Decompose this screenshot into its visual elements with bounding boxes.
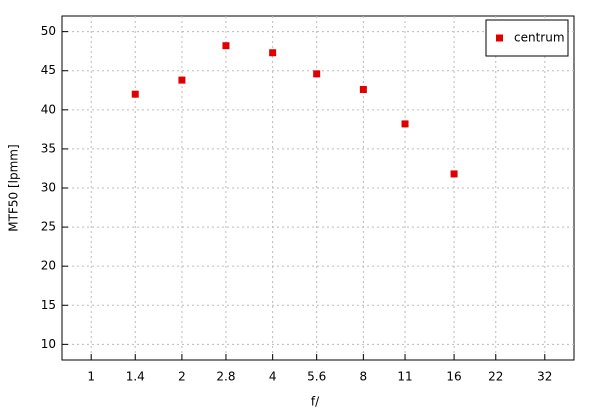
x-tick-label: 4 (269, 370, 277, 384)
y-axis-label: MTF50 [lpmm] (7, 144, 21, 231)
x-tick-label: 1.4 (126, 370, 145, 384)
y-tick-label: 35 (41, 141, 56, 155)
legend-marker (496, 34, 503, 42)
x-tick-label: 2.8 (216, 370, 235, 384)
x-tick-label: 22 (488, 370, 503, 384)
point (450, 170, 458, 178)
point (401, 120, 409, 128)
x-tick-label: 32 (537, 370, 552, 384)
x-axis-label: f/ (311, 395, 320, 409)
y-tick-label: 25 (41, 220, 56, 234)
y-tick-label: 20 (41, 259, 56, 273)
point (269, 49, 277, 57)
y-tick-label: 50 (41, 24, 56, 38)
point (359, 85, 367, 93)
point (222, 42, 230, 50)
point (131, 90, 139, 98)
x-tick-label: 5.6 (307, 370, 326, 384)
y-tick-label: 30 (41, 181, 56, 195)
point (178, 76, 186, 84)
legend-label: centrum (514, 31, 565, 45)
x-tick-label: 11 (397, 370, 412, 384)
y-tick-label: 10 (41, 337, 56, 351)
x-tick-label: 8 (360, 370, 368, 384)
x-tick-label: 1 (87, 370, 95, 384)
y-tick-label: 40 (41, 102, 56, 116)
y-tick-label: 15 (41, 298, 56, 312)
y-tick-label: 45 (41, 63, 56, 77)
x-tick-label: 2 (178, 370, 186, 384)
x-tick-label: 16 (446, 370, 461, 384)
point (313, 70, 321, 78)
